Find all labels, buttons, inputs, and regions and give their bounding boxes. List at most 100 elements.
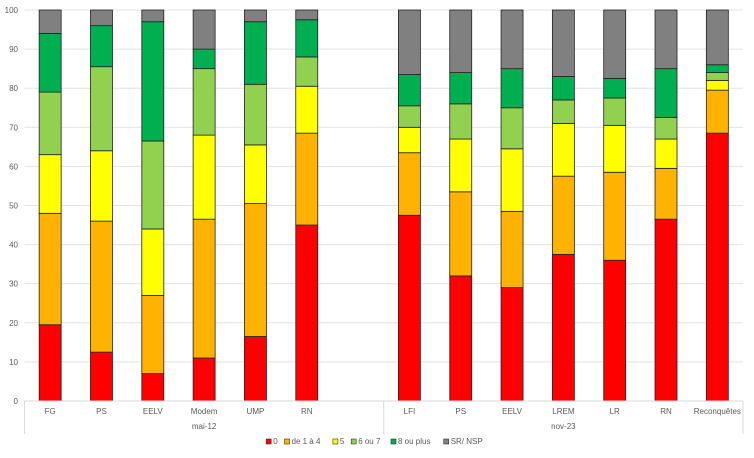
bar-segment — [398, 105, 421, 128]
bar-segment — [38, 33, 62, 93]
bar-segment — [705, 72, 729, 81]
y-tick-label: 30 — [9, 280, 18, 289]
bar-segment — [449, 191, 473, 277]
bar-segment — [141, 9, 165, 23]
gridlines — [24, 9, 743, 402]
bar-segment — [603, 171, 627, 261]
category-label: EELV — [502, 407, 523, 416]
bar-segment — [295, 85, 319, 134]
category-label: UMP — [247, 407, 265, 416]
bar-segment — [551, 9, 575, 77]
category-label: FG — [45, 407, 56, 416]
bar-segment — [603, 9, 627, 79]
bar-segment — [449, 72, 473, 105]
bar-segment — [295, 224, 319, 402]
legend-label: 6 ou 7 — [358, 437, 381, 446]
bar-segment — [244, 144, 267, 204]
category-label: RN — [660, 407, 672, 416]
bar-segment — [38, 324, 62, 402]
bar-segment — [244, 9, 267, 23]
legend: 0 de 1 à 4 5 6 ou 7 8 ou plus SR/ NSP — [265, 437, 483, 446]
group-label: nov-23 — [551, 422, 576, 431]
bar-segment — [38, 212, 62, 326]
bar-segment — [654, 117, 678, 140]
bar-segment — [192, 357, 216, 402]
bar-segment — [398, 214, 421, 402]
bar-segment — [654, 138, 678, 169]
bar-segment — [500, 9, 524, 70]
bar-segment — [90, 66, 113, 152]
category-label: PS — [96, 407, 107, 416]
legend-swatch — [443, 438, 450, 445]
y-tick-label: 80 — [9, 84, 18, 93]
legend-label: 0 — [273, 437, 278, 446]
bar-segment — [551, 99, 575, 124]
legend-label: de 1 à 4 — [292, 437, 321, 446]
bar-segment — [705, 9, 729, 66]
bar-segment — [654, 218, 678, 402]
y-tick-label: 0 — [14, 397, 19, 406]
y-tick-label: 20 — [9, 319, 18, 328]
bars — [38, 9, 729, 402]
y-tick-label: 50 — [9, 202, 18, 211]
bar-segment — [705, 89, 729, 134]
category-label: LREM — [552, 407, 575, 416]
bar-segment — [603, 124, 627, 173]
bar-segment — [38, 9, 62, 34]
y-tick-label: 10 — [9, 358, 18, 367]
bar-segment — [90, 9, 113, 27]
bar-segment — [295, 19, 319, 58]
category-label: Reconquêtes — [694, 407, 741, 416]
bar-segment — [551, 122, 575, 177]
y-tick-label: 70 — [9, 123, 18, 132]
bar-segment — [244, 21, 267, 85]
bar-segment — [90, 351, 113, 402]
bar-segment — [705, 64, 729, 73]
bar-segment — [398, 9, 421, 75]
y-tick-label: 100 — [5, 6, 19, 15]
bar-segment — [141, 21, 165, 142]
y-tick-label: 40 — [9, 241, 18, 250]
bar-segment — [192, 68, 216, 136]
category-label: PS — [455, 407, 466, 416]
bar-segment — [141, 295, 165, 375]
bar-segment — [192, 48, 216, 70]
legend-label: 5 — [340, 437, 345, 446]
bar-segment — [141, 373, 165, 402]
category-label: LR — [610, 407, 620, 416]
bar-segment — [244, 203, 267, 337]
bar-segment — [244, 83, 267, 146]
bar-segment — [192, 134, 216, 220]
bar-segment — [654, 9, 678, 70]
bar-segment — [551, 175, 575, 255]
bar-segment — [603, 78, 627, 99]
legend-swatch — [265, 438, 272, 445]
bar-segment — [603, 97, 627, 126]
bar-segment — [449, 103, 473, 140]
bar-segment — [192, 9, 216, 50]
bar-segment — [38, 154, 62, 214]
bar-segment — [551, 253, 575, 402]
y-tick-label: 60 — [9, 162, 18, 171]
bar-segment — [449, 9, 473, 73]
bar-segment — [500, 210, 524, 289]
bar-segment — [705, 132, 729, 402]
category-label: Modem — [191, 407, 218, 416]
bar-segment — [141, 228, 165, 296]
bar-segment — [90, 220, 113, 353]
bar-segment — [551, 76, 575, 101]
legend-swatch — [332, 438, 339, 445]
bar-segment — [449, 138, 473, 193]
bar-segment — [244, 336, 267, 402]
bar-segment — [38, 91, 62, 156]
bar-segment — [449, 275, 473, 402]
bar-segment — [90, 150, 113, 222]
bar-segment — [654, 68, 678, 118]
bar-segment — [141, 140, 165, 230]
bar-segment — [500, 148, 524, 212]
bar-segment — [90, 25, 113, 68]
bar-segment — [705, 79, 729, 91]
bar-segment — [603, 259, 627, 402]
bar-segment — [654, 167, 678, 220]
